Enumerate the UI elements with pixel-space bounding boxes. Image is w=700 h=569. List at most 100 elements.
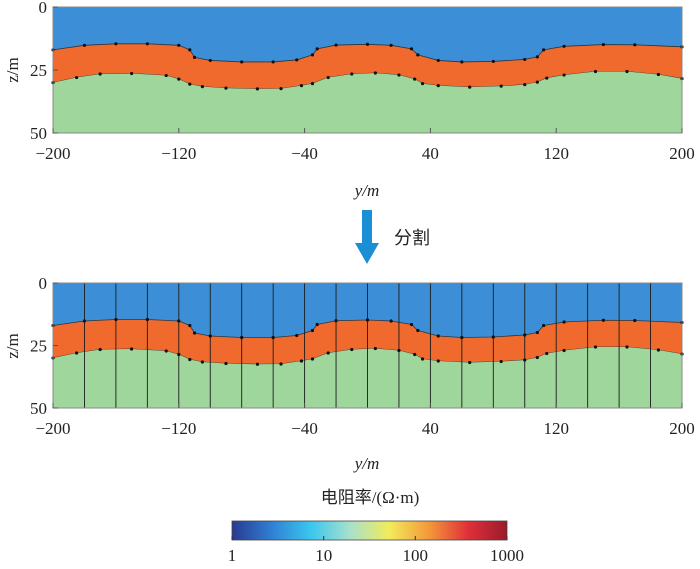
x-tick-label: −200 (35, 419, 70, 438)
boundary-point (545, 351, 549, 356)
boundary-point (562, 73, 566, 77)
boundary-point (491, 335, 495, 339)
boundary-point (192, 331, 197, 335)
bottom-y-axis-label: z/m (3, 333, 22, 359)
y-tick-label: 25 (30, 337, 47, 356)
boundary-point (326, 351, 330, 355)
boundary-point (416, 53, 420, 57)
boundary-point (436, 359, 440, 363)
boundary-point (295, 333, 299, 338)
y-tick-label: 0 (39, 274, 48, 293)
y-tick-label: 50 (30, 124, 47, 143)
boundary-point (523, 333, 527, 337)
colorbar-ticks: 1 10 100 1000 (228, 536, 524, 565)
boundary-point (593, 69, 598, 74)
boundary-point (625, 345, 629, 349)
x-tick-label: 200 (669, 419, 695, 438)
boundary-point (436, 334, 440, 338)
boundary-point (326, 75, 330, 80)
top-x-axis-label: y/m (353, 181, 380, 200)
bottom-split-lines (83, 283, 651, 408)
x-tick-label: 120 (543, 419, 569, 438)
boundary-point (299, 359, 304, 363)
boundary-point (656, 72, 661, 77)
x-tick-label: 120 (543, 144, 569, 163)
boundary-point (413, 352, 417, 357)
x-tick-label: −200 (35, 144, 70, 163)
boundary-point (420, 357, 425, 361)
boundary-point (545, 76, 549, 80)
boundary-point (350, 72, 354, 76)
colorbar-strip (231, 520, 508, 541)
boundary-point (365, 318, 370, 322)
bottom-panel: 0 25 50 −200 −120 −40 40 120 200 z/m y/m (3, 274, 695, 473)
boundary-point (310, 328, 315, 333)
boundary-point (413, 77, 417, 81)
boundary-point (416, 328, 420, 333)
boundary-point (310, 82, 315, 86)
bottom-x-axis-label: y/m (353, 454, 380, 473)
boundary-point (315, 47, 319, 51)
boundary-point (535, 55, 539, 59)
arrow-shaft (362, 210, 372, 244)
colorbar-tick-label: 100 (403, 546, 429, 565)
boundary-point (468, 360, 472, 365)
y-tick-label: 0 (39, 0, 48, 17)
x-tick-label: 200 (669, 144, 695, 163)
boundary-point (523, 83, 527, 87)
boundary-point (633, 318, 637, 323)
bottom-y-ticks: 0 25 50 (30, 274, 58, 418)
boundary-point (188, 357, 192, 362)
boundary-point (436, 84, 440, 88)
boundary-point (130, 347, 134, 351)
boundary-point (310, 53, 315, 57)
boundary-point (334, 319, 338, 323)
boundary-point (74, 75, 79, 80)
boundary-point (188, 323, 192, 328)
colorbar-title: 电阻率/(Ω·m) (321, 488, 420, 507)
top-panel: 0 25 50 −200 −120 −40 40 120 200 z/m y/m (3, 0, 695, 200)
boundary-point (562, 44, 566, 48)
boundary-point (188, 82, 192, 86)
boundary-point (177, 319, 181, 323)
boundary-point (633, 43, 637, 47)
boundary-point (98, 347, 102, 352)
y-tick-label: 25 (30, 61, 47, 80)
boundary-point (130, 71, 134, 76)
x-tick-label: −40 (291, 419, 318, 438)
boundary-point (420, 82, 425, 86)
x-tick-label: 40 (422, 419, 439, 438)
colorbar-tick-label: 10 (315, 546, 332, 565)
boundary-point (145, 42, 149, 46)
boundary-point (164, 349, 168, 353)
boundary-point (542, 323, 546, 328)
boundary-point (82, 43, 87, 47)
boundary-point (240, 335, 244, 340)
boundary-point (208, 58, 212, 63)
y-tick-label: 50 (30, 399, 47, 418)
x-tick-label: −40 (291, 144, 318, 163)
boundary-point (188, 48, 192, 52)
boundary-point (523, 57, 527, 62)
colorbar-tick-label: 1 (228, 546, 237, 565)
top-lower-layer (53, 71, 682, 133)
boundary-point (535, 330, 539, 335)
colorbar: 电阻率/(Ω·m) 1 10 100 1000 (228, 488, 524, 565)
boundary-point (460, 335, 464, 340)
boundary-point (114, 42, 118, 46)
boundary-point (177, 43, 181, 47)
boundary-point (271, 335, 275, 340)
boundary-point (224, 86, 228, 90)
boundary-point (365, 42, 370, 46)
top-y-axis-label: z/m (3, 57, 22, 83)
boundary-point (409, 322, 414, 327)
boundary-point (114, 317, 118, 322)
boundary-point (82, 319, 87, 323)
boundary-point (468, 85, 472, 89)
boundary-point (74, 351, 79, 355)
boundary-point (562, 320, 566, 324)
boundary-point (295, 58, 299, 62)
boundary-point (542, 48, 546, 52)
boundary-point (98, 72, 102, 76)
boundary-point (192, 55, 197, 60)
